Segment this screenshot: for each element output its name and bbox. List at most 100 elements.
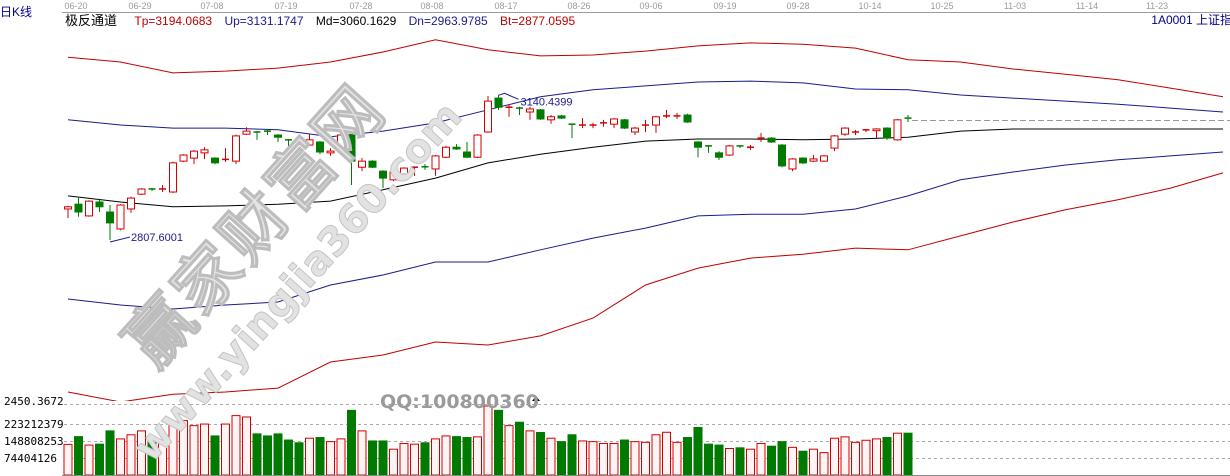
date-tick-label: 11-23 [1146, 1, 1168, 11]
candle-body [799, 157, 807, 164]
candle [830, 135, 839, 152]
candle [809, 155, 818, 162]
date-tick-label: 10-14 [858, 1, 881, 11]
volume-bar [819, 452, 829, 476]
candle [631, 126, 639, 136]
candle-body [820, 155, 828, 162]
candle [232, 134, 240, 165]
candle [106, 205, 114, 240]
volume-bar [609, 442, 619, 476]
candle-body [557, 115, 566, 119]
candlesticks [64, 95, 912, 240]
candle [411, 166, 418, 176]
candle [347, 132, 356, 186]
candle-body [211, 157, 219, 164]
candle-body [683, 114, 692, 123]
volume-bar [242, 416, 251, 476]
candle-body [179, 154, 188, 162]
volume-bar [441, 435, 451, 476]
candle [589, 122, 597, 129]
candle-body [494, 97, 503, 108]
date-tick-label: 09-28 [786, 1, 809, 11]
candle-body [242, 130, 251, 135]
volume-bar [210, 435, 220, 476]
volume-bar [725, 447, 734, 476]
candle-body [274, 134, 282, 138]
candle-body [106, 211, 114, 224]
candle-body [368, 160, 377, 168]
candle [767, 137, 776, 143]
volume-bar [63, 443, 73, 476]
candle [211, 157, 219, 165]
volume-bar [893, 432, 902, 476]
candle [473, 134, 482, 159]
candle [778, 144, 786, 168]
candle [148, 188, 156, 192]
volume-bar [284, 439, 293, 476]
tp-value: Tp=3194.0683 [134, 14, 213, 28]
volume-bar [368, 440, 377, 476]
candle [179, 154, 188, 162]
candle-body [610, 118, 618, 125]
candle-body [337, 134, 345, 152]
candle [893, 118, 902, 141]
candle-body [347, 134, 356, 162]
volume-bar [221, 423, 230, 476]
candle [715, 151, 723, 160]
candle [274, 134, 282, 142]
candle [725, 145, 734, 156]
candle-body [137, 188, 146, 195]
volume-bar [809, 448, 818, 476]
candle-body [358, 160, 366, 168]
candle [547, 115, 555, 124]
candle [326, 148, 335, 156]
candle-body [715, 152, 723, 158]
date-tick-label: 11-14 [1076, 1, 1098, 11]
candle-body [809, 158, 818, 162]
candle [463, 142, 471, 159]
candle-body [200, 149, 209, 154]
candle-body [431, 155, 440, 170]
candle [337, 134, 345, 152]
candle-body [694, 141, 702, 148]
candle-body [652, 116, 660, 126]
candle-body [767, 137, 776, 143]
indicator-values: 极反通道 Tp=3194.0683 Up=3131.1747 Md=3060.1… [65, 13, 584, 29]
candle [222, 148, 229, 162]
candle-body [620, 119, 629, 129]
volume-bar [452, 436, 461, 476]
volume-bar [399, 442, 409, 476]
candle [253, 131, 261, 140]
volume-bar [798, 450, 808, 476]
candle [400, 167, 408, 178]
candle [620, 118, 629, 129]
candle [747, 145, 754, 150]
candle [190, 149, 198, 165]
bt-value: Bt=2877.0595 [500, 14, 576, 28]
candle [137, 188, 146, 196]
indicator-name[interactable]: 极反通道 [65, 13, 118, 28]
candle [705, 145, 712, 153]
candle [442, 145, 450, 159]
band-line-md [67, 128, 1223, 208]
watermark-qq: QQ:100800360 [380, 391, 539, 413]
volume-bar [326, 441, 335, 476]
volume-bar [105, 430, 115, 476]
candle-body [452, 146, 461, 150]
volume-bar [378, 440, 388, 476]
volume-bar [263, 435, 272, 476]
candle [95, 199, 104, 212]
period-label[interactable]: 日K线 [0, 5, 33, 19]
candle-body [64, 206, 72, 210]
volume-bar [630, 441, 640, 476]
candle [516, 106, 523, 116]
candle-body [788, 158, 797, 170]
candle [526, 106, 534, 120]
low-pointer-line [109, 236, 131, 243]
volume-bar [84, 444, 94, 476]
price-annotations: 3140.4399 2807.6001 [109, 92, 573, 244]
candle [904, 115, 912, 122]
candle [159, 185, 166, 192]
candle-body [232, 135, 240, 162]
